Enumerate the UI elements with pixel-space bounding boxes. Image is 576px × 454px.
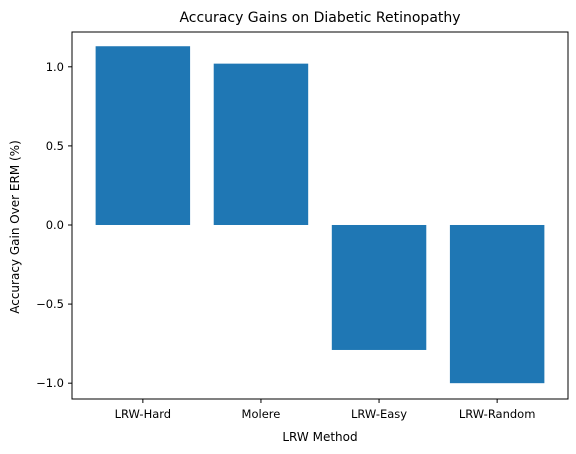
x-tick-label: LRW-Hard — [115, 407, 172, 421]
y-axis-label: Accuracy Gain Over ERM (%) — [8, 140, 22, 314]
bar-molere — [213, 63, 309, 225]
y-axis-ticks: −1.0 −0.5 0.0 0.5 1.0 — [36, 60, 72, 390]
y-tick-label: 0.0 — [46, 218, 64, 232]
y-tick-label: −0.5 — [36, 297, 64, 311]
x-tick-label: LRW-Easy — [351, 407, 407, 421]
chart-title: Accuracy Gains on Diabetic Retinopathy — [179, 10, 460, 26]
x-tick-label: Molere — [242, 407, 281, 421]
bar-lrw-hard — [95, 46, 191, 225]
plot-frame — [71, 31, 569, 400]
x-axis-label: LRW Method — [282, 430, 357, 444]
x-axis-ticks: LRW-Hard Molere LRW-Easy LRW-Random — [115, 399, 536, 421]
bars-group — [95, 46, 545, 384]
y-tick-label: −1.0 — [36, 376, 64, 390]
y-tick-label: 1.0 — [46, 60, 64, 74]
bar-lrw-random — [449, 224, 545, 384]
bar-lrw-easy — [331, 224, 427, 350]
x-tick-label: LRW-Random — [459, 407, 536, 421]
y-tick-label: 0.5 — [46, 139, 64, 153]
